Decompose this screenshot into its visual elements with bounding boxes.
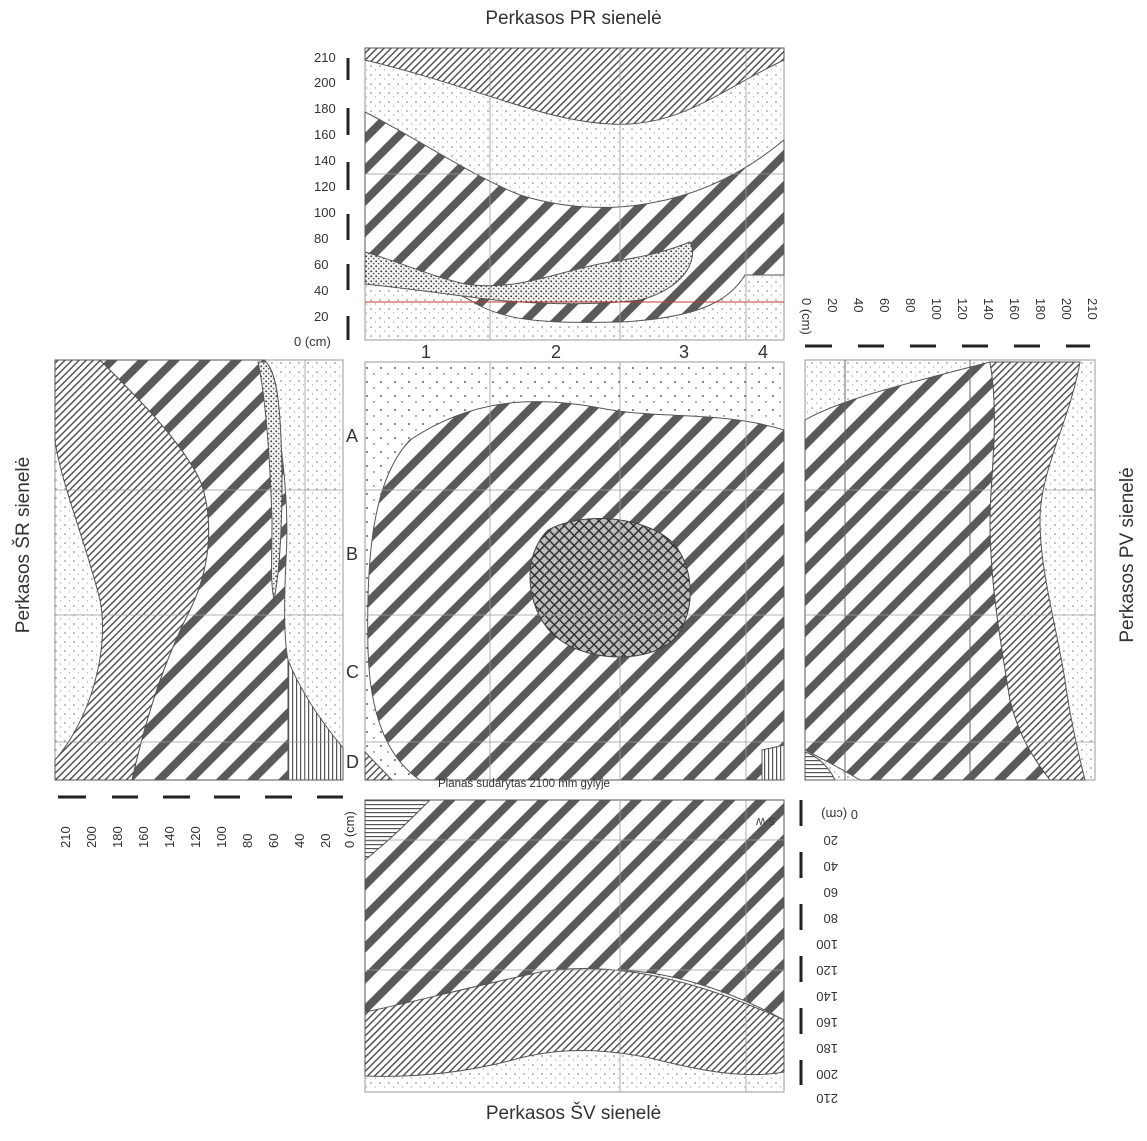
plan-depth-note: Planas sudarytas 2100 mm gylyje xyxy=(438,778,610,790)
wall-pv-corner xyxy=(804,751,836,781)
plan-row-label: C xyxy=(346,662,359,682)
scale-tick-label: 160 xyxy=(1007,298,1022,320)
scale-tick-label: 180 xyxy=(314,101,336,116)
scale-tick-label: 0 (cm) xyxy=(799,298,814,335)
scale-tick-label: 60 xyxy=(877,298,892,313)
wall-sv-layer-dense xyxy=(364,968,785,1077)
scale-tick-label: 160 xyxy=(314,127,336,142)
scale-tick-label: 140 xyxy=(162,826,177,848)
scale-tick-label: 60 xyxy=(314,257,329,272)
plan-corner-right xyxy=(761,744,785,781)
scale-tick-label: 180 xyxy=(1033,298,1048,320)
wall-pv-layer-dense xyxy=(989,361,1086,781)
scale-tick-label: 0 (cm) xyxy=(342,811,357,848)
scale-tick-label: 100 xyxy=(816,937,838,952)
scale-tick-label: 120 xyxy=(816,963,838,978)
scale-tick-label: 0 (cm) xyxy=(294,334,331,349)
wall-sr-section xyxy=(54,359,344,781)
wall-sv-corner xyxy=(364,799,432,862)
scale-tick-label: 180 xyxy=(816,1041,838,1056)
scale-tick-label: 200 xyxy=(816,1067,838,1082)
scale-tick-label: 160 xyxy=(816,1015,838,1030)
scale-tick-label: 80 xyxy=(314,231,329,246)
plan-column-label: 1 xyxy=(421,342,432,362)
scale-tick-label: 200 xyxy=(314,75,336,90)
wall-pr-section xyxy=(364,47,785,341)
plan-central-feature xyxy=(529,518,691,658)
wall-sr-layer-sand xyxy=(257,361,283,601)
scale-tick-label: 40 xyxy=(292,833,307,848)
scale-tick-label: 210 xyxy=(314,50,336,65)
plan-column-label: 4 xyxy=(758,342,769,362)
scale-tick-label: 140 xyxy=(314,153,336,168)
plan-row-label: B xyxy=(346,544,359,564)
wall-pr-layer-sand xyxy=(364,241,693,305)
wall-title-pr: Perkasos PR sienelė xyxy=(485,8,662,29)
scale-tick-label: 120 xyxy=(314,179,336,194)
scale-tick-label: 120 xyxy=(188,826,203,848)
scale-tick-label: 140 xyxy=(981,298,996,320)
wall-pv-section xyxy=(804,359,1096,781)
scale-tick-label: 210 xyxy=(58,826,73,848)
scale-tick-label: 20 xyxy=(318,833,333,848)
scale-tick-label: 80 xyxy=(903,298,918,313)
scale-tick-label: 40 xyxy=(314,283,329,298)
scale-tick-label: 200 xyxy=(84,826,99,848)
scale-tick-label: 40 xyxy=(823,859,838,874)
scale-tick-label: 180 xyxy=(110,826,125,848)
scale-tick-label: 120 xyxy=(955,298,970,320)
scale-tick-label: 20 xyxy=(314,309,329,324)
scale-tick-label: 80 xyxy=(823,911,838,926)
scale-tick-label: 80 xyxy=(240,833,255,848)
scale-tick-label: 210 xyxy=(1085,298,1100,320)
scale-tick-label: 20 xyxy=(823,833,838,848)
plan-column-label: 2 xyxy=(551,342,562,362)
plan-column-label: 3 xyxy=(679,342,690,362)
scale-tick-label: 100 xyxy=(214,826,229,848)
wall-pr-layer-dense xyxy=(364,47,785,125)
wall-title-sv: Perkasos ŠV sienelė xyxy=(485,1103,662,1124)
scale-tick-label: 210 xyxy=(816,1091,838,1106)
plan-corner-left xyxy=(364,750,394,781)
wall-title-pv: Perkasos PV sienelė xyxy=(1117,467,1138,643)
plan-section xyxy=(364,361,785,781)
scale-tick-label: 60 xyxy=(823,885,838,900)
wall-sv-section xyxy=(364,799,785,1093)
plan-row-label: A xyxy=(346,426,359,446)
scale-tick-label: 60 xyxy=(266,833,281,848)
scale-tick-label: 140 xyxy=(816,989,838,1004)
scale-tick-label: 20 xyxy=(825,298,840,313)
scale-tick-label: 100 xyxy=(929,298,944,320)
plan-row-label: D xyxy=(346,752,359,772)
scale-tick-label: 160 xyxy=(136,826,151,848)
wall-sr-layer-wedge xyxy=(287,659,344,781)
scale-bars xyxy=(58,58,1090,1085)
wall-sr-layer-hatched xyxy=(98,359,289,781)
scale-tick-label: 200 xyxy=(1059,298,1074,320)
scale-tick-label: 40 xyxy=(851,298,866,313)
wall-title-sr: Perkasos ŠR sienelė xyxy=(13,456,34,634)
wall-sv-marker: S-W xyxy=(756,815,776,826)
scale-tick-label: 0 (cm) xyxy=(821,807,858,822)
scale-tick-label: 100 xyxy=(314,205,336,220)
